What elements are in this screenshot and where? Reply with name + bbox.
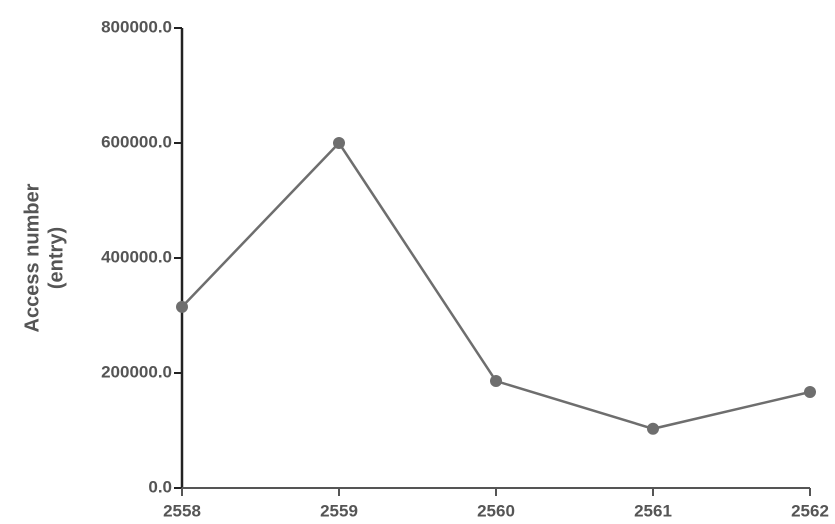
y-tick-label: 0.0 [148, 477, 172, 496]
data-point [647, 422, 659, 435]
y-axis-title: Access number [21, 183, 43, 332]
y-axis-title: (entry) [45, 227, 67, 289]
y-tick-label: 800000.0 [101, 17, 172, 36]
x-tick-label: 2559 [320, 501, 358, 520]
x-tick-label: 2561 [634, 501, 672, 520]
y-tick-label: 400000.0 [101, 247, 172, 266]
data-point [490, 375, 502, 388]
data-point [176, 300, 188, 313]
x-tick-label: 2560 [477, 501, 515, 520]
y-tick-label: 600000.0 [101, 132, 172, 151]
x-tick-label: 2562 [791, 501, 829, 520]
data-point [804, 385, 816, 398]
data-point [333, 137, 345, 149]
x-tick-label: 2558 [163, 501, 201, 520]
y-tick-label: 200000.0 [101, 362, 172, 381]
